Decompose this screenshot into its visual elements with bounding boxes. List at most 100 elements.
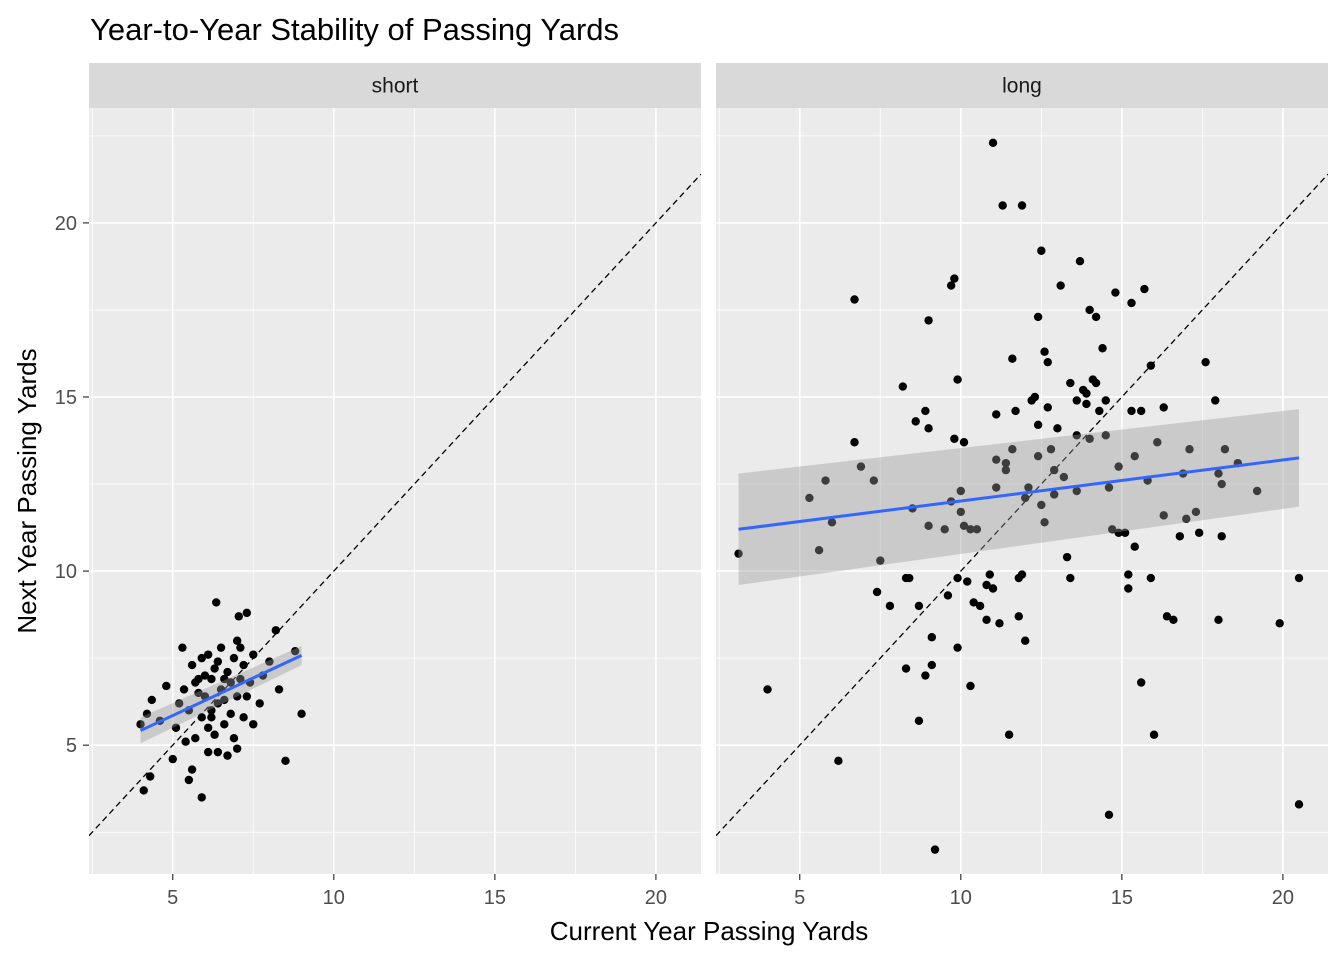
- facet-long: long 5 10 15 20: [716, 63, 1328, 909]
- data-point: [239, 660, 248, 670]
- data-point: [924, 521, 933, 531]
- data-point: [1169, 615, 1178, 625]
- data-point: [1127, 406, 1136, 416]
- data-point: [869, 476, 879, 485]
- data-point: [1153, 438, 1162, 447]
- chart-title: Year-to-Year Stability of Passing Yards: [90, 12, 619, 47]
- data-point: [1043, 357, 1052, 367]
- data-point: [220, 695, 229, 705]
- data-point: [210, 664, 219, 673]
- confidence-band-long: [738, 409, 1300, 586]
- data-point: [1146, 361, 1156, 370]
- data-point: [1107, 525, 1117, 534]
- data-point: [1046, 445, 1056, 454]
- data-point: [1217, 532, 1226, 541]
- data-point: [1091, 378, 1101, 388]
- data-point: [914, 716, 924, 725]
- data-point: [1104, 810, 1114, 820]
- data-point: [1149, 730, 1159, 739]
- data-point: [265, 657, 274, 666]
- data-point: [281, 756, 290, 766]
- data-point: [1021, 636, 1030, 645]
- data-point: [1066, 378, 1075, 388]
- y-tick-label: 15: [55, 387, 77, 409]
- data-point: [988, 138, 998, 148]
- data-point: [1182, 514, 1191, 524]
- data-point: [1085, 305, 1094, 315]
- data-point: [271, 626, 281, 635]
- data-point: [1101, 431, 1110, 440]
- data-point: [834, 756, 843, 766]
- x-tick-label: 5: [794, 887, 805, 909]
- data-point: [213, 747, 223, 757]
- data-point: [139, 786, 148, 795]
- data-point: [232, 744, 242, 753]
- y-tick-label: 10: [55, 561, 77, 583]
- data-point: [1217, 479, 1226, 489]
- data-point: [207, 713, 216, 722]
- data-point: [927, 660, 937, 670]
- data-point: [872, 587, 882, 597]
- data-point: [905, 573, 914, 583]
- data-point: [734, 549, 743, 558]
- facet-short: short 5 10 15 20 5 10 15 20: [55, 63, 701, 909]
- data-point: [249, 650, 258, 659]
- data-point: [178, 643, 187, 652]
- data-point: [223, 751, 232, 760]
- strip-label-long: long: [1002, 75, 1042, 98]
- data-point: [953, 375, 962, 384]
- data-point: [1008, 354, 1017, 363]
- x-tick-label: 20: [1272, 887, 1294, 909]
- data-point: [1194, 528, 1204, 537]
- data-point: [147, 695, 157, 705]
- data-point: [1120, 528, 1130, 537]
- data-point: [274, 685, 284, 694]
- data-point: [1159, 511, 1168, 520]
- panel-background-short: [89, 108, 701, 874]
- data-point: [927, 633, 937, 642]
- data-point: [1040, 347, 1049, 356]
- data-point: [914, 601, 924, 611]
- data-point: [850, 438, 859, 447]
- data-point: [921, 406, 930, 416]
- data-point: [197, 653, 206, 663]
- data-point: [146, 772, 155, 781]
- data-point: [1085, 434, 1094, 443]
- data-point: [1037, 500, 1046, 510]
- data-point: [1252, 486, 1262, 496]
- data-point: [1114, 462, 1123, 471]
- data-point: [966, 681, 975, 691]
- x-tick-label: 10: [323, 887, 345, 909]
- data-point: [885, 601, 895, 611]
- data-point: [203, 650, 213, 659]
- data-point: [940, 525, 949, 534]
- data-point: [1040, 518, 1049, 527]
- data-point: [1037, 246, 1046, 255]
- data-point: [946, 281, 956, 290]
- data-point: [229, 653, 239, 663]
- data-point: [827, 518, 837, 527]
- data-point: [1111, 288, 1120, 297]
- y-tick-label: 5: [66, 735, 77, 757]
- data-point: [242, 608, 252, 618]
- data-point: [1014, 612, 1023, 621]
- data-point: [1185, 445, 1194, 454]
- data-point: [924, 424, 933, 433]
- data-point: [236, 674, 245, 684]
- data-point: [1124, 584, 1133, 593]
- data-point: [924, 316, 933, 325]
- data-point: [1159, 403, 1168, 412]
- data-point: [210, 730, 219, 739]
- data-point: [982, 580, 991, 590]
- data-point: [220, 674, 229, 684]
- data-point: [1059, 472, 1069, 482]
- reference-line-y-equals-x: [89, 173, 701, 837]
- data-point: [297, 709, 306, 719]
- data-point: [950, 434, 959, 443]
- data-point: [1082, 399, 1091, 409]
- x-tick-label: 5: [167, 887, 178, 909]
- data-point: [763, 685, 772, 694]
- data-point: [1011, 406, 1020, 416]
- data-point: [234, 612, 243, 621]
